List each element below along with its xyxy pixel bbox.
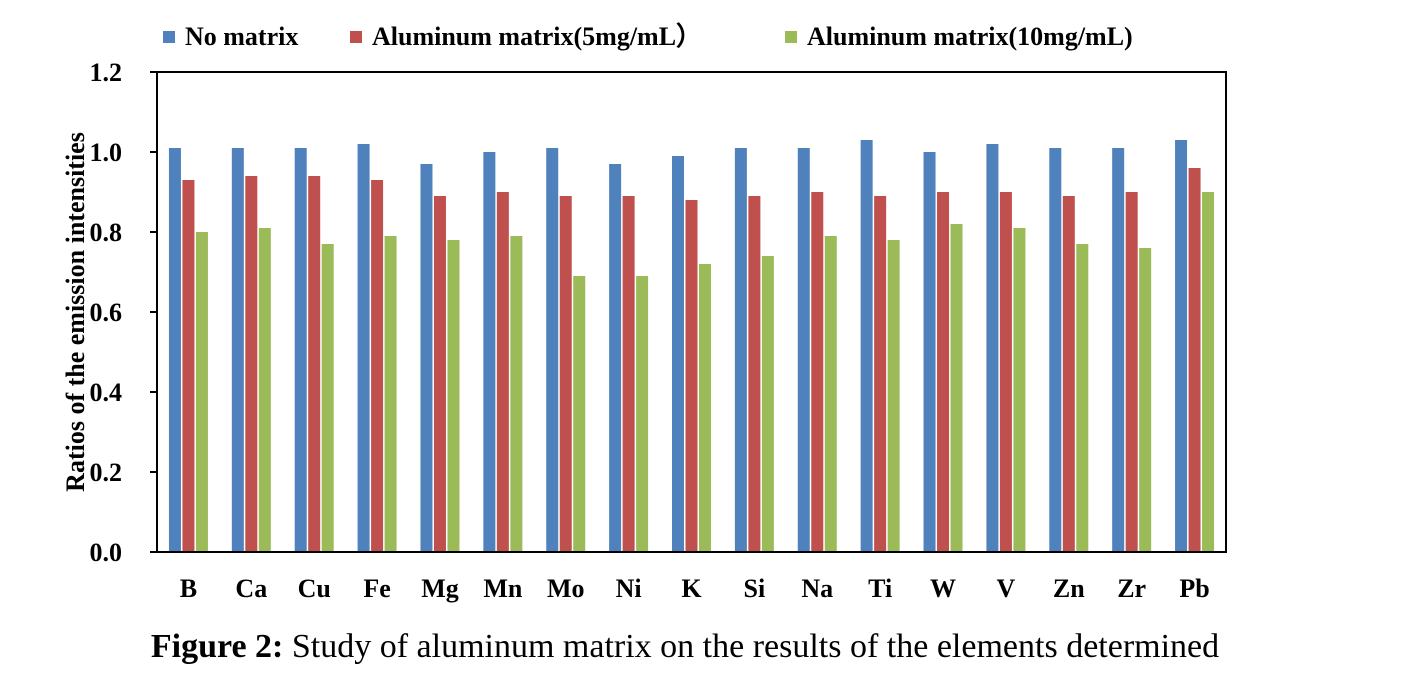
bar-ni-series-3 [636, 276, 649, 552]
x-tick-label: Na [801, 574, 833, 603]
bar-zn-series-2 [1062, 196, 1075, 552]
bar-mn-series-3 [510, 236, 523, 552]
bar-mn-series-2 [496, 192, 509, 552]
bar-w-series-2 [937, 192, 950, 552]
x-tick-label: K [681, 574, 702, 603]
figure-caption: Figure 2: Study of aluminum matrix on th… [0, 628, 1370, 666]
bar-ti-series-1 [860, 140, 873, 552]
bar-zn-series-3 [1076, 244, 1089, 552]
bar-mo-series-3 [573, 276, 586, 552]
bar-pb-series-3 [1202, 192, 1215, 552]
x-tick-label: Mo [547, 574, 585, 603]
bar-ca-series-1 [231, 148, 244, 552]
bar-b-series-3 [195, 232, 208, 552]
bars [168, 140, 1215, 552]
bar-ni-series-2 [622, 196, 635, 552]
bar-zr-series-1 [1112, 148, 1125, 552]
y-axis-label: Ratios of the emission intensities [61, 132, 90, 492]
legend-swatch-3 [785, 31, 797, 43]
bar-ti-series-3 [887, 240, 900, 552]
bar-mg-series-1 [420, 164, 433, 552]
x-tick-label: Fe [363, 574, 390, 603]
bar-si-series-2 [748, 196, 761, 552]
bar-fe-series-2 [371, 180, 384, 552]
legend-entry-3: Aluminum matrix(10mg/mL) [807, 22, 1133, 51]
bar-fe-series-3 [384, 236, 397, 552]
y-axis: 0.0 0.2 0.4 0.6 0.8 1.0 1.2 [90, 58, 157, 567]
bar-v-series-1 [986, 144, 999, 552]
x-tick-label: B [180, 574, 197, 603]
bar-si-series-3 [761, 256, 774, 552]
bar-si-series-1 [734, 148, 747, 552]
x-tick-label: Pb [1179, 574, 1209, 603]
y-tick-label: 0.8 [90, 218, 123, 247]
legend-entry-1: No matrix [185, 22, 298, 51]
plot-frame [156, 71, 1227, 553]
bar-b-series-2 [182, 180, 195, 552]
legend-swatch-2 [350, 31, 362, 43]
bar-cu-series-3 [321, 244, 334, 552]
x-tick-label: W [930, 574, 956, 603]
legend-entry-2: Aluminum matrix(5mg/mL） [372, 22, 702, 51]
y-tick-label: 0.0 [90, 538, 123, 567]
bar-mg-series-2 [433, 196, 446, 552]
bar-pb-series-2 [1188, 168, 1201, 552]
x-tick-label: Ca [235, 574, 267, 603]
bar-b-series-1 [168, 148, 181, 552]
bar-mn-series-1 [483, 152, 496, 552]
legend: No matrix Aluminum matrix(5mg/mL） Aluminum… [163, 22, 1133, 51]
bar-zn-series-1 [1049, 148, 1062, 552]
bar-pb-series-1 [1175, 140, 1188, 552]
x-tick-label: Mg [421, 574, 459, 603]
y-tick-label: 1.0 [90, 138, 123, 167]
bar-fe-series-1 [357, 144, 370, 552]
bar-zr-series-3 [1139, 248, 1152, 552]
y-tick-label: 0.6 [90, 298, 123, 327]
bar-w-series-3 [950, 224, 963, 552]
bar-w-series-1 [923, 152, 936, 552]
x-tick-label: Mn [483, 574, 523, 603]
bar-v-series-2 [999, 192, 1012, 552]
bar-ca-series-2 [245, 176, 258, 552]
x-tick-label: Ni [616, 574, 642, 603]
caption-text: Study of aluminum matrix on the results … [283, 628, 1220, 665]
bar-k-series-1 [672, 156, 684, 552]
bar-mo-series-1 [546, 148, 559, 552]
bar-mo-series-2 [559, 196, 572, 552]
caption-label: Figure 2: [150, 628, 284, 665]
y-tick-label: 1.2 [90, 58, 123, 87]
bar-ca-series-3 [258, 228, 271, 552]
bar-na-series-1 [797, 148, 810, 552]
bar-chart: No matrix Aluminum matrix(5mg/mL） Aluminum… [61, 22, 1227, 603]
x-tick-label: Cu [298, 574, 331, 603]
bar-cu-series-2 [308, 176, 321, 552]
bar-zr-series-2 [1125, 192, 1138, 552]
y-tick-label: 0.2 [90, 458, 123, 487]
x-axis: B Ca Cu Fe Mg Mn Mo Ni K Si Na Ti W V Zn Zr Pb [180, 574, 1210, 603]
bar-v-series-3 [1013, 228, 1026, 552]
x-tick-label: Ti [868, 574, 892, 603]
x-tick-label: Zn [1053, 574, 1085, 603]
bar-na-series-3 [824, 236, 837, 552]
x-tick-label: Si [744, 574, 766, 603]
bar-na-series-2 [811, 192, 824, 552]
bar-k-series-2 [685, 200, 698, 552]
bar-ni-series-1 [609, 164, 622, 552]
bar-ti-series-2 [874, 196, 887, 552]
bar-cu-series-1 [294, 148, 307, 552]
x-tick-label: Zr [1117, 574, 1146, 603]
y-tick-label: 0.4 [90, 378, 123, 407]
bar-mg-series-3 [447, 240, 460, 552]
bar-k-series-3 [699, 264, 711, 552]
legend-swatch-1 [163, 31, 175, 43]
x-tick-label: V [997, 574, 1016, 603]
